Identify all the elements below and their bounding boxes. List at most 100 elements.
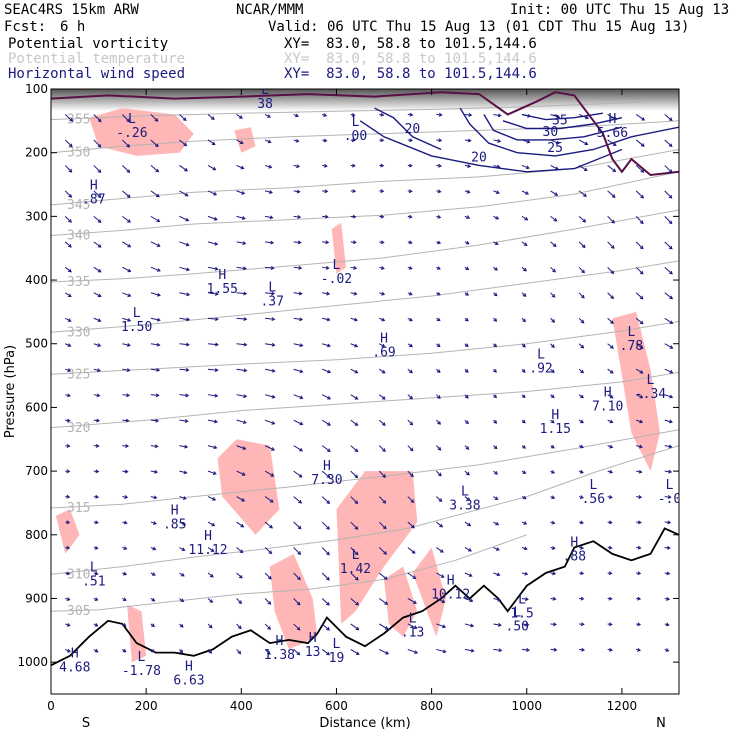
extremum-marker: L	[666, 478, 674, 493]
extremum-marker: H	[447, 573, 455, 588]
wind-vector-head	[437, 189, 442, 194]
wind-vector-head	[299, 421, 304, 426]
wind-vector-head	[297, 525, 302, 530]
wind-vector-head	[97, 118, 102, 123]
wind-vector	[664, 445, 672, 448]
wind-vector	[293, 521, 302, 530]
wind-vector-head	[637, 647, 642, 652]
wind-vector	[407, 648, 418, 654]
wind-vector-head	[270, 265, 275, 270]
wind-vector-head	[436, 343, 441, 348]
theta-contour	[51, 371, 679, 429]
wind-vector	[236, 419, 247, 424]
wind-vector-head	[552, 571, 557, 576]
wind-vector	[264, 445, 275, 451]
wind-vector	[635, 165, 644, 173]
wind-vector-head	[326, 474, 331, 479]
wind-vector-head	[384, 626, 389, 630]
wind-vector-head	[214, 241, 219, 246]
wind-vector-head	[640, 169, 645, 173]
field-name-pv: Potential vorticity	[8, 36, 169, 52]
wind-vector	[350, 343, 358, 347]
wind-vector-head	[610, 270, 615, 275]
y-tick-label: 1000	[17, 655, 48, 669]
wind-vector-head	[494, 267, 498, 271]
wind-vector	[350, 572, 359, 581]
wind-vector	[179, 215, 189, 222]
wind-vector	[293, 266, 302, 269]
wind-vector-head	[271, 368, 276, 373]
wind-vector	[521, 113, 531, 117]
wind-vector	[550, 241, 557, 247]
wind-vector	[436, 521, 443, 528]
wind-vector-head	[583, 167, 588, 172]
wind-vector-head	[68, 219, 72, 223]
wind-vector-head	[411, 524, 415, 529]
pv-shaded-region	[55, 509, 80, 554]
wind-vector	[179, 317, 190, 321]
wind-vector-head	[408, 163, 413, 168]
wind-vector-head	[126, 118, 130, 123]
wind-vector	[264, 547, 272, 554]
wind-vector-head	[122, 648, 127, 653]
wind-vector-head	[127, 318, 132, 322]
wind-vector	[350, 394, 358, 400]
wind-vector-head	[610, 245, 615, 249]
wind-vector-head	[609, 419, 614, 424]
wind-vector-head	[553, 622, 557, 627]
wind-vector	[265, 292, 275, 295]
wind-vector-head	[669, 270, 673, 275]
wind-vector-head	[641, 117, 646, 121]
theta-contour-label: 305	[67, 604, 90, 619]
wind-vector	[236, 266, 246, 270]
wind-vector	[122, 215, 131, 223]
wind-vector-head	[609, 394, 614, 399]
wind-vector-head	[497, 113, 502, 118]
wind-vector-head	[126, 393, 131, 398]
wind-vector-head	[214, 419, 218, 424]
wind-vector-head	[665, 648, 670, 652]
wind-vector	[64, 292, 72, 297]
wind-vector-head	[127, 268, 132, 273]
wind-vector-head	[298, 291, 303, 296]
wind-vector	[350, 521, 358, 530]
wind-vector	[378, 419, 386, 426]
wind-vector	[321, 649, 330, 656]
wind-vector	[179, 445, 188, 448]
wind-vector	[664, 216, 673, 224]
wind-vector-head	[298, 499, 303, 504]
wind-vector-head	[437, 214, 442, 219]
wind-vector-head	[637, 571, 642, 576]
wind-vector-head	[271, 394, 276, 399]
theta-contour	[51, 534, 527, 612]
wind-vector	[578, 165, 588, 171]
wind-vector-head	[409, 343, 413, 348]
wind-vector	[464, 648, 474, 652]
model-name: SEAC4RS 15km ARW	[4, 2, 139, 18]
extremum-value: 7.10	[592, 400, 623, 415]
wind-vector	[150, 292, 161, 296]
wind-vector-head	[156, 292, 161, 297]
wind-vector-head	[212, 166, 217, 171]
wind-vector-head	[467, 138, 472, 143]
pv-shaded-region	[217, 439, 280, 535]
wind-vector-head	[296, 601, 301, 606]
wind-vector-head	[269, 215, 274, 220]
wind-vector-head	[326, 500, 331, 505]
wind-vector	[207, 292, 218, 295]
wind-vector	[664, 266, 673, 275]
wind-vector-head	[610, 345, 614, 349]
wind-vector	[150, 445, 158, 447]
extremum-marker: H	[323, 459, 331, 474]
wind-vector	[321, 547, 330, 556]
wind-vector-head	[326, 317, 331, 322]
wind-vector-head	[637, 545, 642, 550]
wind-vector-head	[494, 496, 499, 500]
wind-vector	[407, 394, 413, 400]
wind-vector	[521, 623, 529, 626]
wind-vector	[635, 139, 645, 147]
wind-vector-head	[469, 598, 474, 603]
wind-vector-head	[639, 320, 644, 325]
wind-vector	[664, 139, 673, 147]
extremum-marker: L	[647, 373, 655, 388]
